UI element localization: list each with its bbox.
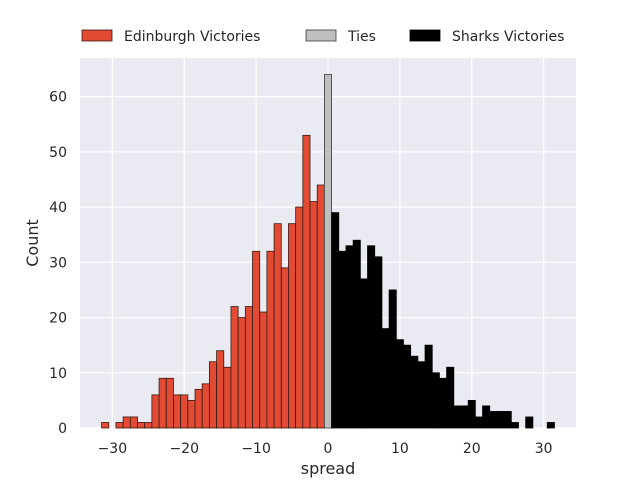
x-tick-label: 20 bbox=[463, 441, 481, 457]
histogram-bar bbox=[288, 223, 297, 429]
x-tick-label: 10 bbox=[391, 441, 409, 457]
histogram-bar bbox=[474, 416, 483, 429]
x-tick-label: −20 bbox=[169, 441, 199, 457]
histogram-bar bbox=[439, 377, 448, 429]
histogram-bar bbox=[259, 311, 268, 429]
histogram-bar bbox=[424, 344, 433, 429]
y-tick-label: 50 bbox=[49, 145, 67, 161]
y-axis-label: Count bbox=[23, 219, 42, 267]
histogram-bar bbox=[115, 422, 124, 429]
histogram-bar bbox=[273, 223, 282, 429]
histogram-bar bbox=[280, 267, 289, 429]
y-tick-label: 30 bbox=[49, 255, 67, 271]
histogram-bar bbox=[201, 383, 210, 429]
histogram-bar bbox=[374, 256, 383, 429]
histogram-bar bbox=[403, 344, 412, 429]
histogram-bar bbox=[165, 377, 174, 429]
legend-label: Edinburgh Victories bbox=[124, 29, 260, 45]
histogram-bar bbox=[460, 405, 469, 429]
histogram-bar bbox=[216, 350, 225, 429]
histogram-bar bbox=[324, 74, 333, 429]
histogram-bar bbox=[180, 394, 189, 429]
histogram-bar bbox=[446, 366, 455, 429]
y-tick-label: 40 bbox=[49, 200, 67, 216]
histogram-bar bbox=[381, 328, 390, 429]
histogram-bar bbox=[345, 245, 354, 429]
histogram-bar bbox=[359, 278, 368, 429]
histogram-bars bbox=[101, 74, 555, 429]
histogram-bar bbox=[302, 134, 311, 429]
histogram-bar bbox=[503, 411, 512, 429]
histogram-bar bbox=[144, 422, 153, 429]
histogram-bar bbox=[129, 416, 138, 429]
histogram-bar bbox=[101, 422, 110, 429]
histogram-bar bbox=[252, 250, 261, 429]
x-tick-label: −30 bbox=[98, 441, 128, 457]
y-tick-labels: 0 10 20 30 40 50 60 bbox=[49, 90, 67, 437]
legend-swatch bbox=[305, 29, 337, 42]
histogram-bar bbox=[266, 250, 275, 429]
y-tick-label: 0 bbox=[58, 421, 67, 437]
histogram-bar bbox=[230, 306, 239, 429]
x-tick-label: 30 bbox=[535, 441, 553, 457]
histogram-bar bbox=[453, 405, 462, 429]
histogram-bar bbox=[122, 416, 131, 429]
x-tick-labels: −30 −20 −10 0 10 20 30 bbox=[98, 441, 553, 457]
legend-label: Ties bbox=[347, 29, 376, 45]
x-tick-label: −10 bbox=[241, 441, 271, 457]
histogram-bar bbox=[395, 339, 404, 429]
histogram-bar bbox=[525, 416, 534, 429]
y-tick-label: 20 bbox=[49, 311, 67, 327]
histogram-bar bbox=[510, 422, 519, 429]
histogram-bar bbox=[431, 372, 440, 429]
histogram-bar bbox=[187, 399, 196, 429]
histogram-bar bbox=[173, 394, 182, 429]
histogram-bar bbox=[482, 405, 491, 429]
histogram-bar bbox=[137, 422, 146, 429]
y-tick-label: 10 bbox=[49, 366, 67, 382]
histogram-bar bbox=[410, 355, 419, 429]
histogram-bar bbox=[352, 239, 361, 429]
histogram-bar bbox=[194, 388, 203, 429]
histogram-bar bbox=[496, 411, 505, 429]
histogram-bar bbox=[546, 422, 555, 429]
histogram-bar bbox=[295, 206, 304, 429]
x-tick-label: 0 bbox=[324, 441, 333, 457]
histogram-bar bbox=[367, 245, 376, 429]
histogram-bar bbox=[244, 306, 253, 429]
histogram-bar bbox=[309, 201, 318, 429]
histogram-bar bbox=[467, 399, 476, 429]
histogram-bar bbox=[417, 361, 426, 429]
histogram-bar bbox=[331, 212, 340, 429]
legend-swatch bbox=[81, 29, 113, 42]
legend-label: Sharks Victories bbox=[452, 29, 564, 45]
x-axis-label: spread bbox=[301, 459, 356, 478]
histogram-bar bbox=[151, 394, 160, 429]
histogram-bar bbox=[208, 361, 217, 429]
y-tick-label: 60 bbox=[49, 90, 67, 106]
histogram-bar bbox=[338, 250, 347, 429]
histogram-bar bbox=[223, 366, 232, 429]
histogram-bar bbox=[388, 289, 397, 429]
histogram-bar bbox=[237, 317, 246, 429]
legend-swatch bbox=[409, 29, 441, 42]
histogram-bar bbox=[316, 184, 325, 429]
legend: Edinburgh Victories Ties Sharks Victories bbox=[81, 29, 564, 45]
histogram-bar bbox=[158, 377, 167, 429]
histogram-bar bbox=[489, 411, 498, 429]
